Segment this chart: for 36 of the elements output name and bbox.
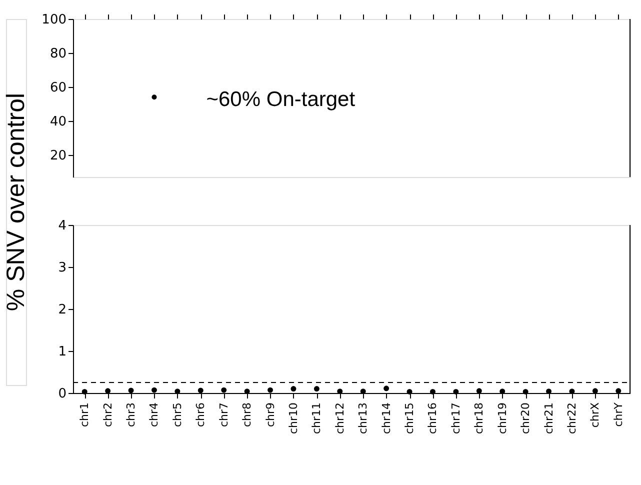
- x-tick-label: chr6: [194, 402, 208, 428]
- y-tick-label: 0: [58, 386, 66, 402]
- x-tick-label: chr9: [264, 402, 277, 428]
- y-tick-label: 40: [50, 114, 66, 130]
- y-tick-label: 3: [58, 260, 66, 276]
- x-tick-label: chr16: [426, 402, 440, 434]
- x-tick-label: chr19: [496, 402, 509, 434]
- y-tick-label: 1: [58, 344, 66, 360]
- y-tick-label: 4: [58, 218, 66, 234]
- x-tick-label: chr18: [472, 402, 486, 434]
- x-tick-label: chr5: [170, 402, 184, 428]
- x-tick-label: chr7: [217, 402, 230, 428]
- y-tick-label: 80: [50, 46, 66, 62]
- y-tick-label: 100: [42, 12, 66, 28]
- x-tick-label: chr20: [519, 402, 532, 434]
- x-tick-label: chr21: [542, 402, 556, 434]
- x-tick-label: chr17: [449, 402, 462, 434]
- y-tick-label: 2: [58, 302, 66, 318]
- y-axis-title: % SNV over control: [2, 92, 30, 312]
- x-tick-label: chr12: [333, 402, 346, 434]
- x-tick-label: chr2: [101, 402, 114, 428]
- x-tick-label: chr3: [124, 402, 138, 428]
- x-tick-label: chr11: [310, 402, 324, 434]
- x-tick-label: chr4: [148, 402, 161, 428]
- x-tick-label: chr15: [403, 402, 416, 434]
- y-tick-label: 20: [50, 148, 66, 164]
- x-tick-label: chr14: [380, 402, 393, 434]
- x-tick-label: chrX: [588, 402, 602, 428]
- x-tick-label: chr13: [356, 402, 370, 434]
- x-tick-label: chr8: [240, 402, 254, 428]
- x-tick-label: chr22: [565, 402, 578, 434]
- annotation: ~60% On-target: [206, 88, 356, 112]
- x-tick-label: chr1: [78, 402, 92, 428]
- y-tick-label: 60: [50, 80, 66, 96]
- x-tick-label: chr10: [286, 402, 300, 434]
- x-tick-label: chrY: [612, 402, 625, 427]
